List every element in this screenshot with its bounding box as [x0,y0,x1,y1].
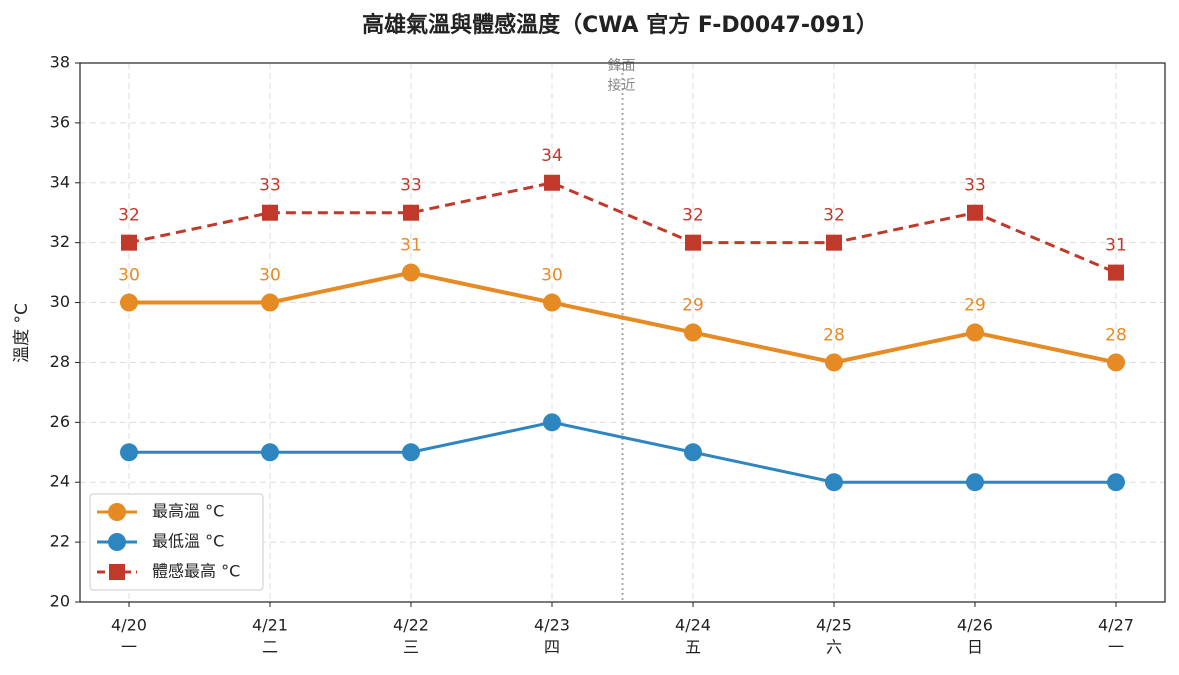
data-label: 33 [400,176,422,196]
y-axis-label: 溫度 °C [12,303,32,363]
data-point [261,443,279,462]
y-tick-label: 36 [50,112,70,131]
x-tick-weekday: 一 [121,638,137,657]
legend-marker [108,533,126,551]
data-label: 34 [541,146,563,166]
x-tick-label: 4/22 [393,616,429,635]
data-point [825,473,843,492]
x-tick-label: 4/21 [252,616,288,635]
data-point [262,204,278,221]
data-label: 28 [1105,325,1127,345]
data-point [543,293,561,312]
series-line [128,181,1117,274]
y-tick-label: 26 [50,412,70,431]
data-point [967,204,983,221]
data-point [685,234,701,251]
chart-title: 高雄氣溫與體感溫度（CWA 官方 F-D0047-091） [362,12,878,38]
data-label: 33 [964,176,986,196]
x-tick-label: 4/26 [957,616,993,635]
data-point [1107,353,1125,372]
x-tick-label: 4/25 [816,616,852,635]
series-line [129,420,1116,484]
x-tick-label: 4/24 [675,616,711,635]
annotation-text: 接近 [608,77,636,94]
y-tick-label: 28 [50,352,70,371]
data-point [684,323,702,342]
legend-label: 最低溫 °C [152,532,224,551]
y-tick-label: 20 [50,592,70,611]
data-point [120,293,138,312]
x-tick-weekday: 四 [544,638,560,657]
legend-box [89,493,264,591]
x-tick-weekday: 五 [685,638,701,657]
plot-frame [79,62,1166,603]
data-label: 29 [964,296,986,316]
annotation-text: 鋒面 [608,58,636,74]
y-tick-label: 38 [50,53,70,72]
x-tick-weekday: 六 [826,638,842,657]
data-point [966,473,984,492]
data-label: 29 [682,296,704,316]
y-tick-label: 30 [50,292,70,311]
y-tick-label: 32 [50,232,70,251]
series-line [129,270,1117,365]
data-label: 32 [823,206,845,226]
data-label: 31 [400,236,422,256]
data-point [121,234,137,251]
data-point [1107,473,1125,492]
y-tick-label: 22 [50,532,70,551]
x-tick-weekday: 日 [967,638,983,657]
y-tick-label: 24 [50,472,70,491]
data-point [825,353,843,372]
data-label: 30 [541,266,563,286]
data-label: 28 [823,325,845,345]
legend-marker [109,564,125,580]
data-point [684,443,702,462]
data-point [403,204,419,221]
data-point [543,413,561,432]
data-point [966,323,984,342]
data-label: 30 [118,266,140,286]
data-point [120,443,138,462]
legend: 最高溫 °C 最低溫 °C 體感最高 °C [89,493,264,591]
data-label: 33 [259,176,281,196]
legend-label: 最高溫 °C [152,502,224,521]
data-point [261,293,279,312]
data-label: 32 [118,206,140,226]
x-tick-weekday: 一 [1108,638,1124,657]
data-point [1108,264,1124,281]
data-point [402,263,420,282]
x-tick-label: 4/27 [1098,616,1134,635]
y-tick-label: 34 [50,172,70,191]
legend-label: 體感最高 °C [152,562,240,581]
x-tick-label: 4/20 [111,616,147,635]
data-point [402,443,420,462]
data-point [544,174,560,191]
data-label: 32 [682,206,704,226]
legend-marker [108,503,126,521]
data-point [826,234,842,251]
x-tick-label: 4/23 [534,616,570,635]
x-tick-weekday: 二 [262,638,278,657]
x-tick-weekday: 三 [403,638,419,657]
data-label: 30 [259,266,281,286]
data-label: 31 [1105,236,1127,256]
